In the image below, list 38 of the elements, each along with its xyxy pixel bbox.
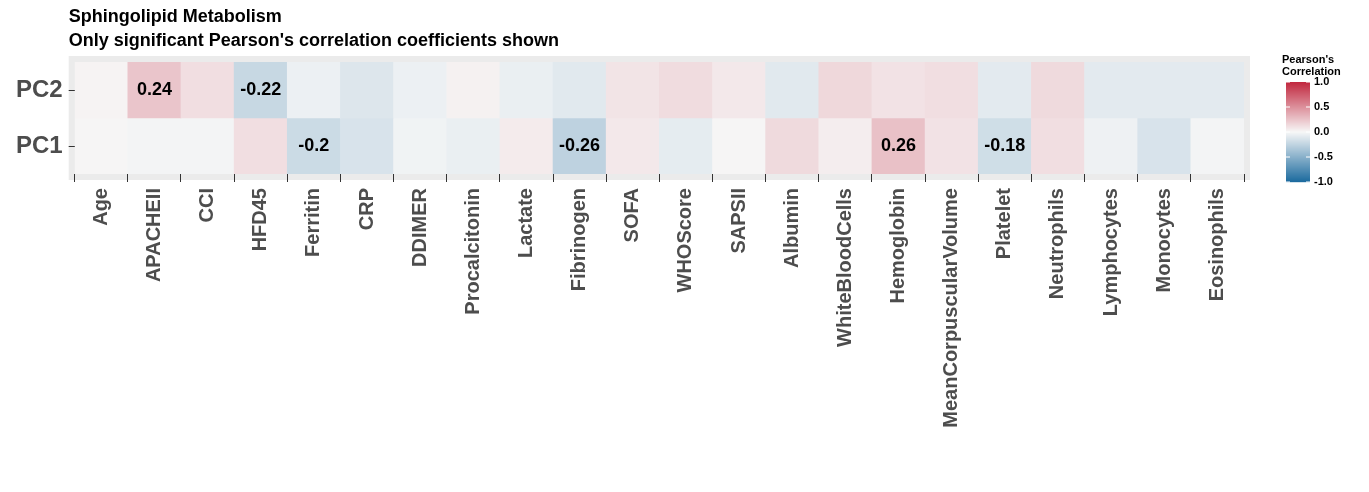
data-label: -0.26 (559, 134, 601, 155)
x-tick-label: MeanCorpuscularVolume (939, 188, 962, 428)
x-tick-label: Age (88, 188, 111, 226)
x-tick-label: Monocytes (1151, 188, 1174, 293)
chart-title: Sphingolipid Metabolism (68, 6, 282, 26)
x-tick-label: Neutrophils (1045, 188, 1068, 300)
y-tick-label: PC1 (16, 130, 63, 158)
chart-subtitle: Only significant Pearson's correlation coefficients shown (68, 30, 560, 50)
x-tick-label: WHOScore (673, 188, 696, 293)
color-bar-label: 0.0 (1314, 125, 1330, 138)
x-tick-label: DDIMER (407, 187, 430, 267)
color-bar-title: Pearson's Correlation (1282, 53, 1341, 78)
x-tick-label: Fibrinogen (567, 188, 590, 292)
data-label: -0.2 (298, 134, 330, 155)
data-label: 0.26 (881, 134, 917, 155)
x-tick-label: Procalcitonin (460, 188, 483, 315)
data-label: 0.24 (136, 78, 172, 99)
y-tick-label: PC2 (16, 74, 63, 102)
x-tick-label: Ferritin (301, 188, 324, 257)
x-tick-label: Platelet (992, 187, 1015, 260)
x-tick-label: Lactate (513, 188, 536, 259)
x-tick-label: APACHEII (141, 188, 164, 283)
x-tick-label: Hemoglobin (886, 188, 909, 304)
x-tick-label: HFD45 (248, 188, 271, 252)
color-bar-label: 1.0 (1314, 75, 1330, 88)
x-tick-label: Eosinophils (1204, 188, 1227, 302)
x-tick-label: SOFA (620, 188, 643, 243)
color-bar-label: -1.0 (1314, 175, 1333, 188)
x-tick-label: Lymphocytes (1098, 188, 1121, 317)
x-tick-label: CRP (354, 188, 377, 231)
color-bar-label: 0.5 (1314, 100, 1330, 113)
color-bar-label: -0.5 (1314, 150, 1333, 163)
x-tick-label: CCI (195, 188, 218, 223)
data-label: -0.18 (984, 134, 1026, 155)
data-label: -0.22 (240, 78, 282, 99)
x-tick-label: Albumin (779, 188, 802, 268)
x-tick-label: WhiteBloodCells (832, 188, 855, 347)
x-tick-label: SAPSII (726, 188, 749, 254)
